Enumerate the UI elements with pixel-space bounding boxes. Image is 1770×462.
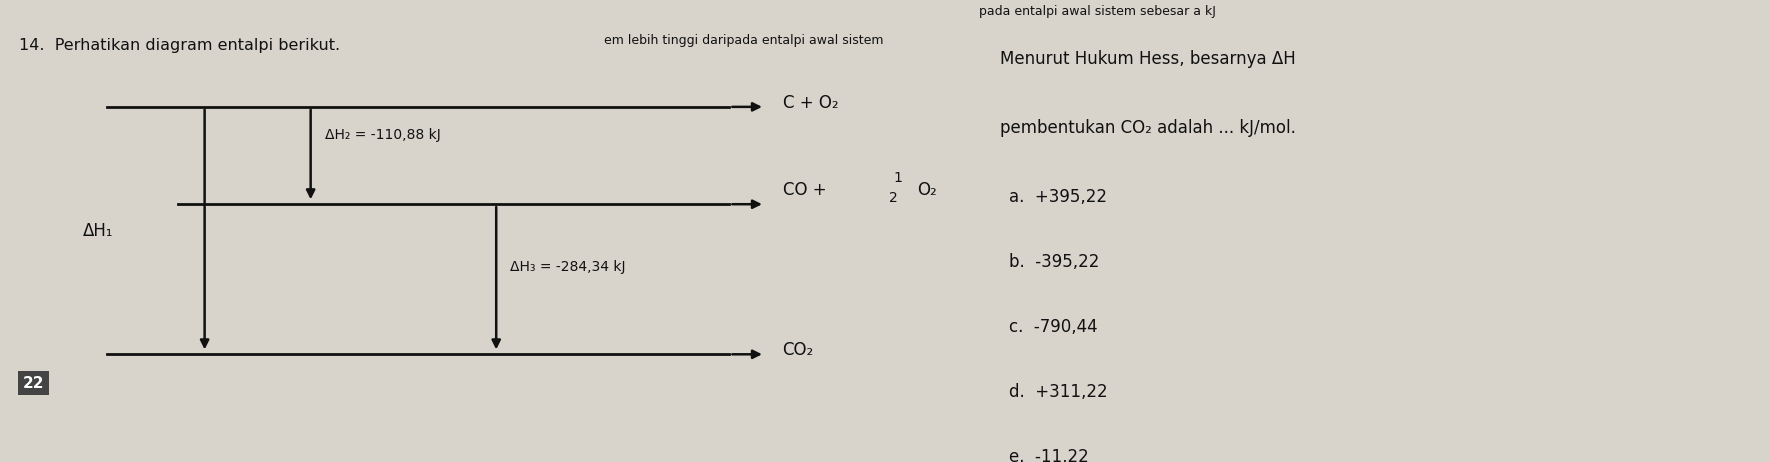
Text: d.  +311,22: d. +311,22 xyxy=(1009,383,1108,401)
Text: ΔH₃ = -284,34 kJ: ΔH₃ = -284,34 kJ xyxy=(510,260,627,274)
Text: Menurut Hukum Hess, besarnya ΔH: Menurut Hukum Hess, besarnya ΔH xyxy=(1000,50,1296,68)
Text: 22: 22 xyxy=(23,376,44,391)
Text: a.  +395,22: a. +395,22 xyxy=(1009,188,1106,206)
Text: 1: 1 xyxy=(894,171,903,185)
Text: O₂: O₂ xyxy=(917,181,936,199)
Text: ΔH₂ = -110,88 kJ: ΔH₂ = -110,88 kJ xyxy=(324,128,441,142)
Text: 2: 2 xyxy=(889,191,897,205)
Text: CO₂: CO₂ xyxy=(782,341,814,359)
Text: c.  -790,44: c. -790,44 xyxy=(1009,318,1097,336)
Text: e.  -11,22: e. -11,22 xyxy=(1009,448,1089,462)
Text: 14.  Perhatikan diagram entalpi berikut.: 14. Perhatikan diagram entalpi berikut. xyxy=(19,38,340,53)
Text: em lebih tinggi daripada entalpi awal sistem: em lebih tinggi daripada entalpi awal si… xyxy=(604,34,883,47)
Text: ΔH₁: ΔH₁ xyxy=(83,222,113,240)
Text: pembentukan CO₂ adalah ... kJ/mol.: pembentukan CO₂ adalah ... kJ/mol. xyxy=(1000,119,1296,137)
Text: b.  -395,22: b. -395,22 xyxy=(1009,253,1099,271)
Text: C + O₂: C + O₂ xyxy=(782,94,839,112)
Text: CO +: CO + xyxy=(782,181,832,199)
Text: pada entalpi awal sistem sebesar a kJ: pada entalpi awal sistem sebesar a kJ xyxy=(979,6,1216,18)
